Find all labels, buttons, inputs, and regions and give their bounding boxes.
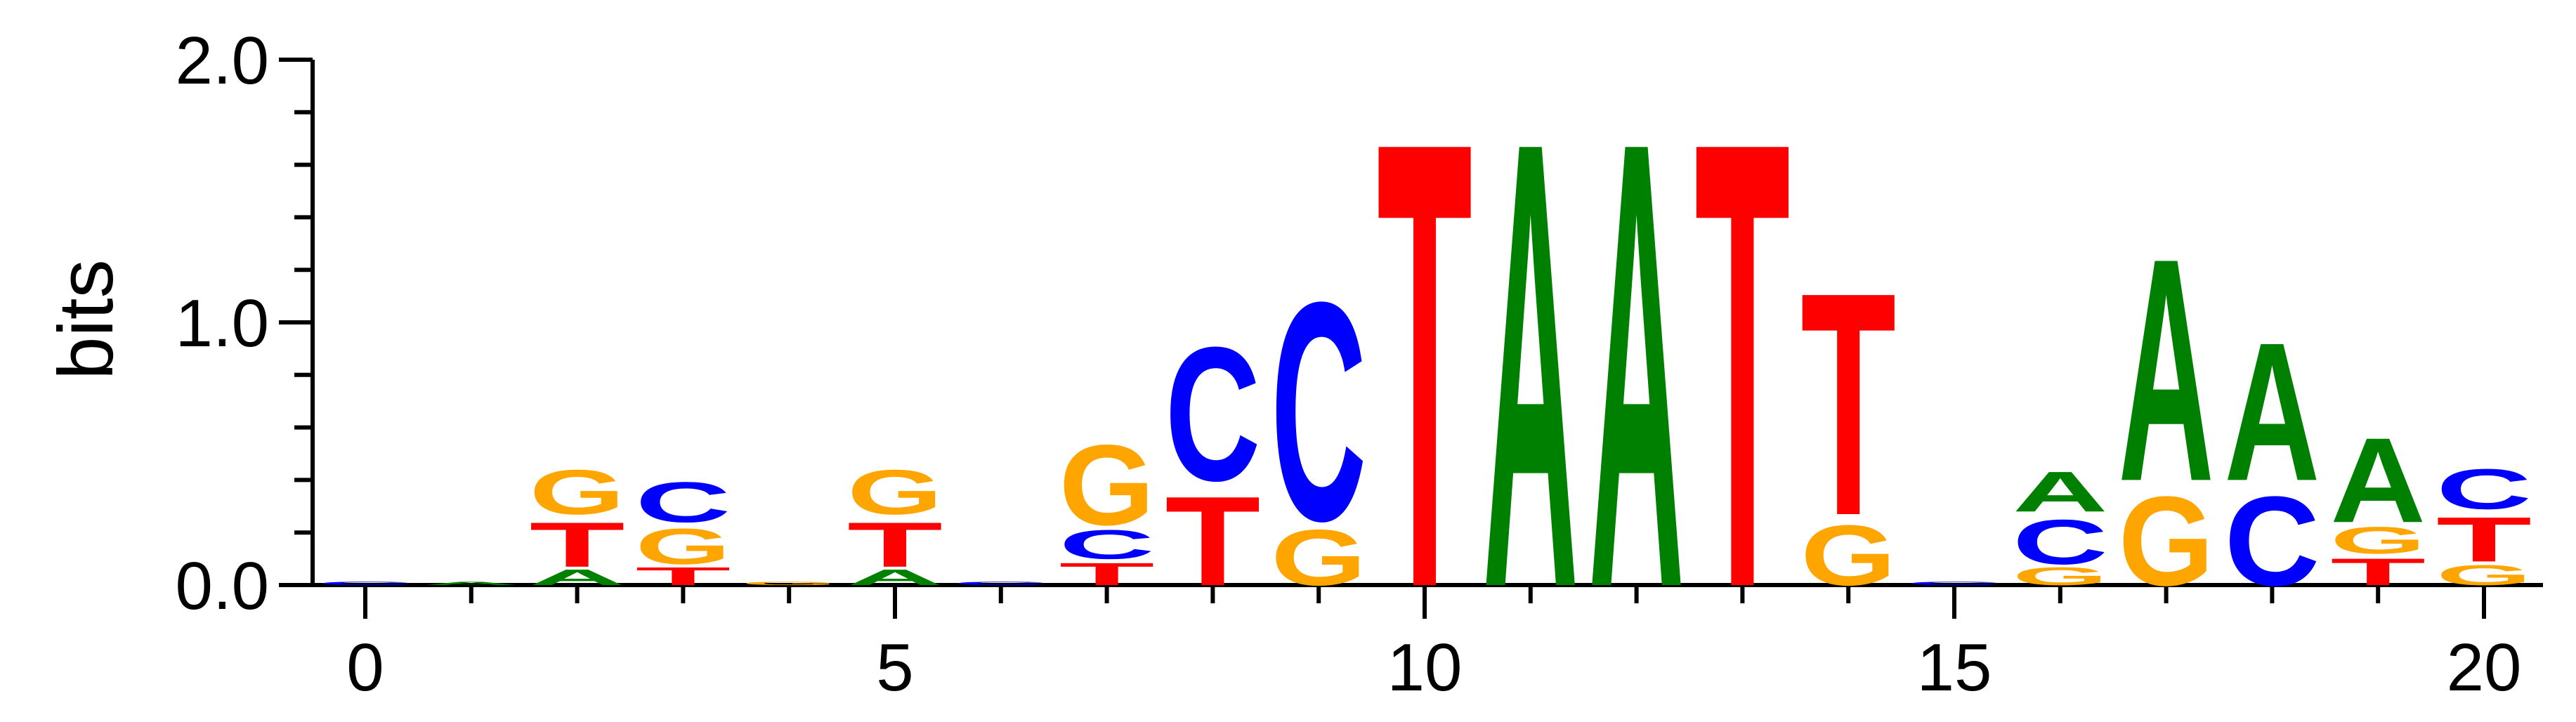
logo-letter-T: T [1800, 226, 1896, 582]
logo-letter-C: C [1907, 581, 2002, 586]
y-tick-label: 0.0 [176, 549, 269, 624]
logo-letter-A: A [1483, 8, 1578, 721]
logo-letter-A: A [1589, 8, 1685, 721]
logo-letter-C: C [1165, 307, 1260, 521]
x-tick-label: 0 [346, 630, 384, 705]
logo-letter-A: A [2330, 414, 2426, 549]
x-tick-label: 15 [1917, 630, 1992, 705]
logo-letter-C: C [2436, 457, 2532, 521]
logo-letter-T: T [1377, 8, 1472, 721]
x-tick-label: 5 [876, 630, 913, 705]
x-tick-label: 20 [2447, 630, 2522, 705]
logo-letter-A: A [2013, 460, 2108, 524]
y-axis-title: bits [43, 259, 129, 379]
logo-letter-A: A [2119, 192, 2214, 548]
logo-letter-G: G [847, 457, 943, 528]
logo-letter-G: G [530, 457, 625, 528]
logo-letter-A: A [2224, 301, 2320, 522]
y-tick-label: 1.0 [176, 286, 269, 361]
logo-letter-G: G [741, 581, 837, 586]
logo-letter-C: C [635, 471, 731, 534]
logo-letter-T: T [1694, 8, 1790, 721]
logo-letter-C: C [1271, 237, 1366, 586]
y-tick-label: 2.0 [176, 23, 269, 98]
logo-letter-A: A [424, 581, 519, 586]
logo-letter-G: G [1059, 421, 1155, 549]
logo-letter-C: C [318, 581, 413, 586]
logo-letter-C: C [953, 581, 1049, 586]
